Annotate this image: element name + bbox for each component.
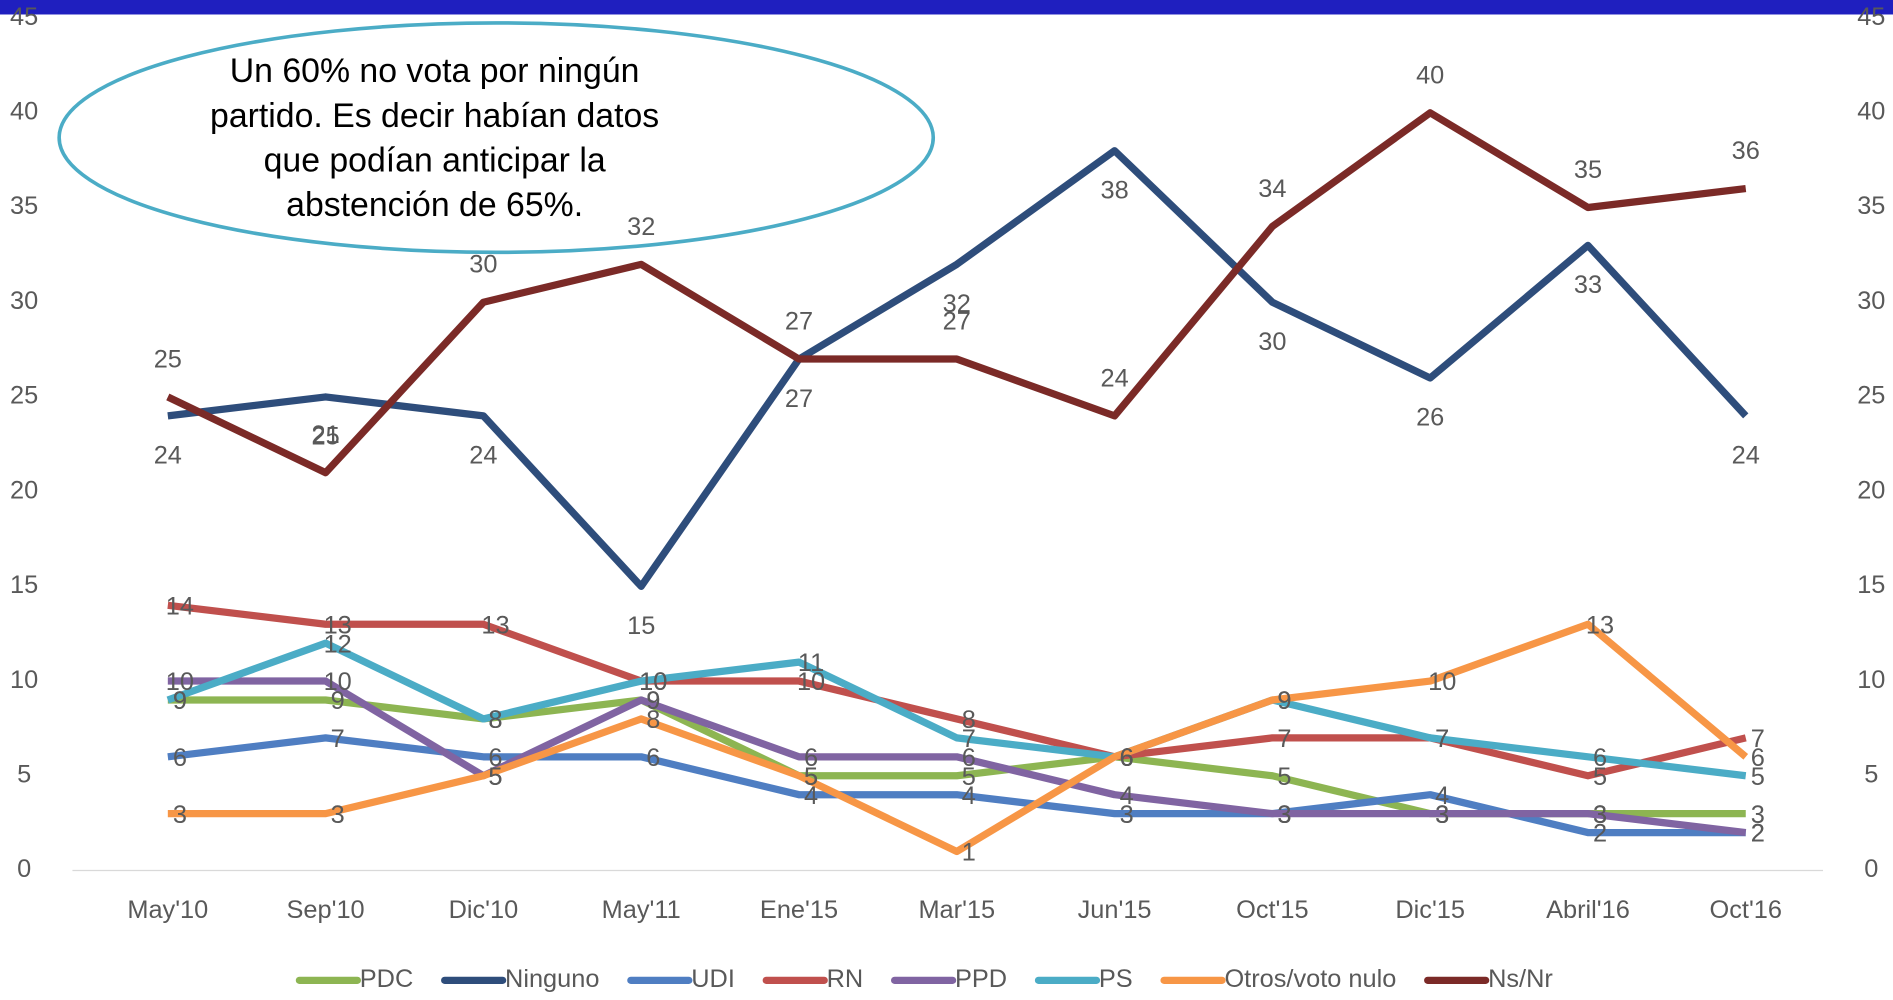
- data-label: 34: [1258, 175, 1286, 203]
- data-label: 5: [1277, 763, 1291, 791]
- data-label: 10: [1428, 668, 1456, 696]
- y2-tick-label: 30: [1857, 287, 1885, 315]
- data-label: 30: [469, 251, 497, 279]
- data-label: 9: [173, 687, 187, 715]
- data-label: 3: [1593, 801, 1607, 829]
- annotation: Un 60% no vota por ningún partido. Es de…: [181, 48, 688, 227]
- data-label: 10: [324, 668, 352, 696]
- legend-label: RN: [827, 965, 864, 993]
- y2-tick-label: 45: [1857, 3, 1885, 31]
- data-label: 7: [1277, 725, 1291, 753]
- data-label: 21: [312, 421, 340, 449]
- data-label: 38: [1100, 176, 1128, 204]
- x-tick-label: Oct'15: [1236, 896, 1308, 924]
- data-label: 30: [1258, 328, 1286, 356]
- legend-label: Ns/Nr: [1488, 965, 1553, 993]
- x-tick-label: Dic'10: [449, 896, 519, 924]
- data-label: 3: [1435, 801, 1449, 829]
- data-label: 24: [1732, 442, 1760, 470]
- y2-tick-label: 10: [1857, 666, 1885, 694]
- data-label: 7: [962, 725, 976, 753]
- data-label: 9: [1277, 687, 1291, 715]
- x-tick-label: Jun'15: [1078, 896, 1152, 924]
- y-tick-label: 5: [17, 760, 31, 788]
- x-tick-label: Sep'10: [287, 896, 365, 924]
- data-label: 4: [1120, 782, 1134, 810]
- x-tick-label: Abril'16: [1546, 896, 1630, 924]
- legend-label: PS: [1099, 965, 1133, 993]
- y2-tick-label: 40: [1857, 98, 1885, 126]
- legend-label: PPD: [955, 965, 1007, 993]
- data-label: 13: [481, 611, 509, 639]
- top-band: [0, 0, 1893, 14]
- y-tick-label: 10: [10, 666, 38, 694]
- y2-tick-label: 0: [1864, 855, 1878, 883]
- y-tick-label: 35: [10, 192, 38, 220]
- y-tick-label: 30: [10, 287, 38, 315]
- legend-label: Otros/voto nulo: [1224, 965, 1396, 993]
- data-label: 6: [1120, 744, 1134, 772]
- data-label: 7: [1435, 725, 1449, 753]
- data-label: 24: [154, 442, 182, 470]
- legend-label: UDI: [691, 965, 735, 993]
- y-tick-label: 40: [10, 98, 38, 126]
- data-label: 24: [469, 442, 497, 470]
- data-label: 40: [1416, 61, 1444, 89]
- data-label: 10: [639, 668, 667, 696]
- data-label: 3: [1277, 801, 1291, 829]
- y-tick-label: 0: [17, 855, 31, 883]
- y-tick-label: 20: [10, 476, 38, 504]
- series-line: [168, 738, 1746, 833]
- y-tick-label: 25: [10, 382, 38, 410]
- data-label: 7: [331, 725, 345, 753]
- data-label: 8: [488, 706, 502, 734]
- data-label: 11: [798, 649, 824, 677]
- data-label: 8: [646, 706, 660, 734]
- x-tick-label: May'10: [127, 896, 208, 924]
- data-label: 35: [1574, 156, 1602, 184]
- data-label: 13: [1586, 611, 1614, 639]
- data-label: 14: [166, 592, 194, 620]
- y2-tick-label: 25: [1857, 382, 1885, 410]
- data-label: 24: [1100, 364, 1128, 392]
- data-label: 4: [962, 782, 976, 810]
- data-label: 12: [324, 630, 352, 658]
- x-tick-label: Dic'15: [1395, 896, 1465, 924]
- data-label: 36: [1732, 137, 1760, 165]
- data-label: 6: [173, 744, 187, 772]
- data-label: 15: [627, 612, 655, 640]
- data-label: 6: [1751, 744, 1765, 772]
- legend-label: PDC: [360, 965, 414, 993]
- y2-tick-label: 20: [1857, 476, 1885, 504]
- data-label: 33: [1574, 271, 1602, 299]
- x-tick-label: Mar'15: [918, 896, 995, 924]
- data-label: 3: [173, 801, 187, 829]
- data-label: 27: [785, 385, 813, 413]
- x-tick-label: Oct'16: [1710, 896, 1782, 924]
- slide: 051015202530354045051015202530354045May'…: [0, 0, 1893, 994]
- y2-tick-label: 35: [1857, 192, 1885, 220]
- data-label: 27: [943, 308, 971, 336]
- data-label: 5: [488, 763, 502, 791]
- data-label: 5: [804, 763, 818, 791]
- data-label: 3: [331, 801, 345, 829]
- y2-tick-label: 5: [1864, 760, 1878, 788]
- y-tick-label: 15: [10, 571, 38, 599]
- x-tick-label: May'11: [602, 896, 681, 924]
- data-label: 6: [646, 744, 660, 772]
- data-label: 2: [1751, 820, 1765, 848]
- data-label: 25: [154, 345, 182, 373]
- data-label: 27: [785, 308, 813, 336]
- data-label: 1: [962, 839, 976, 867]
- data-label: 26: [1416, 404, 1444, 432]
- x-tick-label: Ene'15: [760, 896, 838, 924]
- y-tick-label: 45: [10, 3, 38, 31]
- y2-tick-label: 15: [1857, 571, 1885, 599]
- legend-label: Ninguno: [505, 965, 599, 993]
- data-label: 6: [1593, 744, 1607, 772]
